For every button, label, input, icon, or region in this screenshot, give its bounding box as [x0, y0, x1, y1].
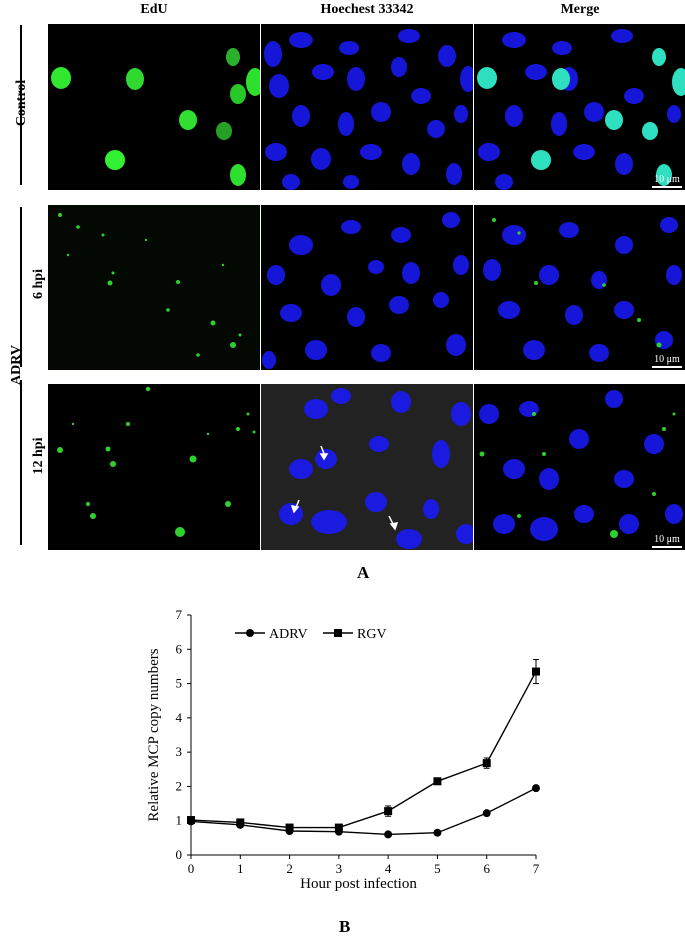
legend-label-rgv: RGV [357, 627, 387, 642]
data-point-adrv [433, 828, 442, 837]
header-hoechest: Hoechest 33342 [320, 2, 414, 17]
x-tick-label: 5 [434, 861, 441, 876]
header-edu: EdU [140, 2, 168, 17]
x-tick-label: 4 [385, 861, 392, 876]
row-label-control: Control [14, 79, 29, 127]
y-tick-label: 6 [176, 641, 183, 656]
scale-bar-line [652, 366, 682, 368]
data-point-rgv [482, 759, 491, 768]
image-control-edu [48, 24, 260, 190]
data-point-adrv [482, 809, 491, 818]
image-control-hoechest [261, 24, 473, 190]
x-tick-label: 6 [483, 861, 490, 876]
series-line-rgv [190, 671, 537, 829]
data-point-adrv [384, 830, 393, 839]
mcp-copy-number-chart: 0 1 2 3 4 5 6 7 0 1 2 3 4 5 6 7 Hour post infection Relat… [146, 607, 540, 892]
x-tick-label: 1 [237, 861, 244, 876]
data-point-rgv [532, 667, 540, 676]
image-12hpi-hoechest [261, 384, 473, 550]
image-12hpi-merge: 10 μm [474, 384, 685, 550]
row-label-6hpi: 6 hpi [31, 269, 46, 299]
control-bracket [20, 25, 22, 185]
y-tick-label: 7 [176, 607, 183, 622]
legend-marker-adrv [246, 629, 254, 637]
scale-bar-12hpi: 10 μm [652, 535, 682, 548]
data-point-rgv [187, 816, 195, 825]
adrv-bracket-6hpi [20, 207, 22, 367]
x-tick-label: 7 [533, 861, 540, 876]
scale-bar-line [652, 546, 682, 548]
x-tick-label: 3 [336, 861, 343, 876]
y-tick-label: 1 [176, 813, 183, 828]
y-tick-label: 3 [176, 744, 183, 759]
scale-bar-label: 10 μm [654, 174, 680, 185]
row-label-adrv: ADRV [9, 345, 24, 385]
data-point-rgv [433, 777, 442, 786]
data-point-adrv [532, 784, 540, 793]
scale-bar-label: 10 μm [654, 354, 680, 365]
y-tick-label: 4 [176, 710, 183, 725]
legend-label-adrv: ADRV [269, 627, 308, 642]
scale-bar-line [652, 186, 682, 188]
image-12hpi-edu [48, 384, 260, 550]
legend-marker-rgv [334, 629, 342, 637]
row-label-12hpi: 12 hpi [31, 437, 46, 475]
y-tick-label: 0 [176, 847, 183, 862]
scale-bar-label: 10 μm [654, 534, 680, 545]
series-line-adrv [190, 787, 537, 836]
x-axis-label: Hour post infection [300, 876, 417, 892]
y-axis-label: Relative MCP copy numbers [146, 648, 162, 821]
header-merge: Merge [560, 2, 600, 17]
image-6hpi-hoechest [261, 205, 473, 370]
y-tick-label: 5 [176, 676, 183, 691]
scale-bar-6hpi: 10 μm [652, 355, 682, 368]
data-point-rgv [334, 823, 343, 832]
data-point-rgv [236, 818, 245, 827]
data-point-rgv [384, 807, 393, 816]
image-6hpi-merge: 10 μm [474, 205, 685, 370]
x-tick-label: 0 [188, 861, 195, 876]
scale-bar-control: 10 μm [652, 175, 682, 188]
panel-b-label: B [339, 917, 351, 936]
x-tick-label: 2 [286, 861, 293, 876]
image-6hpi-edu [48, 205, 260, 370]
data-point-rgv [285, 823, 294, 832]
adrv-bracket-12hpi [20, 380, 22, 545]
panel-a-label: A [357, 563, 370, 582]
image-control-merge: 10 μm [474, 24, 685, 190]
y-tick-label: 2 [176, 778, 183, 793]
